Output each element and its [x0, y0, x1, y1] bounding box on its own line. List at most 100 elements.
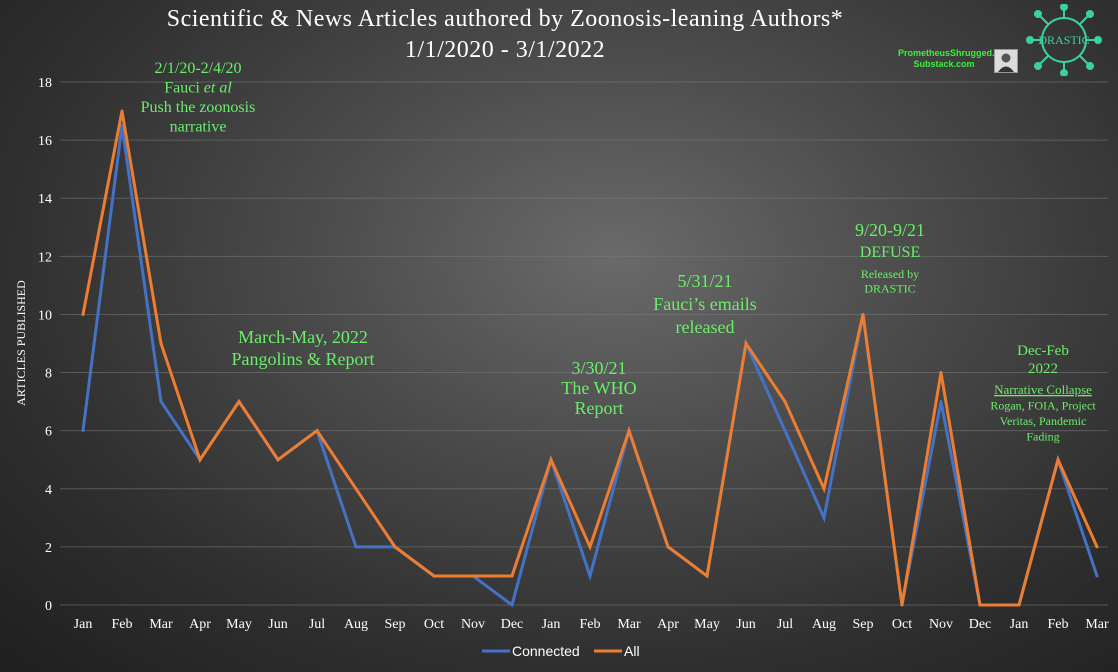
annotation-text: March-May, 2022 [238, 327, 368, 347]
x-tick-label: Sep [385, 617, 406, 632]
x-tick-label: Apr [657, 617, 679, 632]
x-tick-label: Oct [424, 617, 444, 632]
x-axis-ticks: Jan Feb Mar Apr May Jun Jul Aug Sep Oct Nov Dec Jan F… [74, 617, 1109, 632]
y-tick-label: 4 [45, 483, 52, 498]
legend-label-connected: Connected [512, 643, 580, 659]
data-point-all [978, 603, 982, 607]
data-point-all [120, 109, 124, 113]
annotation-text: DEFUSE [860, 244, 920, 261]
x-tick-label: Aug [344, 617, 368, 632]
x-tick-label: May [694, 617, 720, 632]
data-point-connected [120, 124, 124, 128]
annotation-text: 2022 [1028, 361, 1058, 377]
data-point-connected [510, 603, 514, 607]
y-tick-label: 0 [45, 599, 52, 614]
data-point-all [900, 603, 904, 607]
data-point-connected [1095, 574, 1099, 578]
x-tick-label: Sep [853, 617, 874, 632]
x-tick-label: Nov [461, 617, 485, 632]
data-point-all [1017, 603, 1021, 607]
data-point-all [354, 487, 358, 491]
x-tick-label: Aug [812, 617, 836, 632]
annotation-text: Rogan, FOIA, Project [990, 399, 1096, 413]
x-tick-label: May [226, 617, 252, 632]
annotation-text: Push the zoonosis [141, 99, 256, 116]
y-tick-label: 18 [38, 76, 52, 91]
author-credit[interactable]: PrometheusShrugged. Substack.com [898, 48, 995, 70]
data-point-all [315, 429, 319, 433]
author-credit-line1: PrometheusShrugged. [898, 48, 995, 58]
grid-lines [60, 81, 1108, 606]
annotation-text: Fauci’s emails [653, 294, 756, 314]
drastic-logo-text: DRASTIC [1038, 33, 1089, 47]
x-tick-label: Apr [189, 617, 211, 632]
annotation-text: Dec-Feb [1017, 343, 1069, 359]
annotation-text: Pangolins & Report [232, 349, 375, 369]
author-avatar [994, 49, 1018, 73]
x-tick-label: Jul [777, 617, 793, 632]
annotation-text: 5/31/21 [677, 271, 732, 291]
x-tick-label: Mar [1085, 617, 1109, 632]
y-tick-label: 10 [38, 308, 52, 323]
data-point-all [822, 487, 826, 491]
x-tick-label: Nov [929, 617, 953, 632]
x-tick-label: Jan [1010, 617, 1029, 632]
x-tick-label: Feb [112, 617, 133, 632]
x-tick-label: Feb [580, 617, 601, 632]
annotation-text: 3/30/21 [571, 358, 626, 378]
series-lines [81, 109, 1099, 608]
annotation-text: Report [575, 398, 624, 418]
data-point-connected [783, 429, 787, 433]
data-point-all [549, 458, 553, 462]
data-point-all [432, 574, 436, 578]
chart-title-line1: Scientific & News Articles authored by Z… [166, 6, 844, 32]
annotation-text: Fauci et al [164, 80, 232, 97]
data-point-connected [159, 400, 163, 404]
x-tick-label: Feb [1048, 617, 1069, 632]
data-point-all [393, 545, 397, 549]
legend-label-all: All [624, 643, 640, 659]
annotation-text: released [676, 317, 735, 337]
annotation-text: Fading [1026, 430, 1059, 444]
annotation-text: Released by [861, 267, 919, 281]
annotation-text: The WHO [561, 378, 636, 398]
annotations: 2/1/20-2/4/20 Fauci et al Push the zoonosi… [141, 60, 1097, 444]
annotation-text: DRASTIC [864, 282, 915, 296]
x-tick-label: Jan [74, 617, 93, 632]
data-point-connected [354, 545, 358, 549]
author-credit-line2: Substack.com [913, 59, 975, 69]
data-point-all [510, 574, 514, 578]
x-tick-label: Jul [309, 617, 325, 632]
y-tick-label: 6 [45, 425, 52, 440]
x-tick-label: Dec [969, 617, 992, 632]
data-point-all [744, 342, 748, 345]
data-point-all [861, 312, 865, 316]
data-point-all [237, 400, 241, 404]
x-tick-label: Jan [542, 617, 561, 632]
data-point-connected [939, 400, 943, 404]
y-tick-label: 14 [38, 192, 52, 207]
data-point-all [198, 458, 202, 462]
data-point-all [939, 371, 943, 375]
x-tick-label: Jun [736, 617, 755, 632]
x-tick-label: Oct [892, 617, 912, 632]
data-point-connected [81, 429, 85, 433]
data-point-all [276, 458, 280, 462]
data-point-all [588, 545, 592, 549]
data-point-all [81, 312, 85, 316]
annotation-text: 2/1/20-2/4/20 [154, 60, 241, 77]
drastic-logo: DRASTIC [1014, 3, 1114, 77]
data-point-connected [822, 516, 826, 520]
chart-title-line2: 1/1/2020 - 3/1/2022 [404, 37, 606, 63]
y-tick-label: 2 [45, 541, 52, 556]
x-tick-label: Mar [149, 617, 173, 632]
y-tick-label: 16 [38, 134, 52, 149]
legend: Connected All [482, 643, 640, 659]
y-tick-label: 12 [38, 250, 52, 265]
data-point-all [666, 545, 670, 549]
y-axis-label: ARTICLES PUBLISHED [14, 280, 28, 406]
chart-title: Scientific & News Articles authored by Z… [0, 4, 1010, 66]
y-axis-ticks: 0 2 4 6 8 10 12 14 16 18 [38, 76, 52, 614]
x-tick-label: Dec [501, 617, 524, 632]
